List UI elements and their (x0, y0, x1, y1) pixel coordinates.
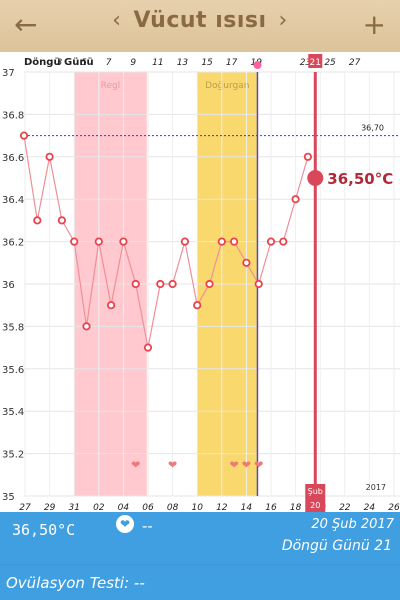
top-axis-bg (0, 52, 400, 72)
data-point (254, 279, 263, 289)
band-label: Doğurgan (205, 81, 249, 91)
bottom-tick-label: 04 (118, 503, 130, 512)
top-tick-label: 17 (226, 58, 238, 68)
info-row: 36,50°C ❤ -- 20 Şub 2017 Döngü Günü 21 (0, 512, 400, 564)
data-point (230, 237, 239, 246)
top-tick-label: 23 (300, 58, 312, 68)
chart-svg: Regl Doğurgan3736.836.636.436.23635.835.6… (0, 52, 400, 513)
data-point (217, 237, 226, 246)
data-point (242, 258, 251, 267)
y-tick-label: 37 (2, 68, 15, 79)
ovulation-row[interactable]: Ovülasyon Testi: -- (0, 566, 400, 600)
top-tick-label: 27 (349, 58, 361, 68)
y-tick-label: 36 (2, 280, 15, 291)
highlight-point (307, 170, 324, 186)
temperature-chart[interactable]: Regl Doğurgan 37 36.8 36.6 36.4 36.2 36 35.8 35.6… (0, 52, 400, 513)
data-point (94, 237, 103, 246)
data-point (180, 237, 189, 246)
bottom-tick-label: 16 (265, 503, 277, 512)
year-label: 2017 (366, 483, 386, 492)
top-tick-label: 13 (177, 58, 189, 68)
data-point (266, 237, 276, 246)
heart-marker: ❤ (254, 458, 263, 471)
selected-bottom-day: 20 (310, 501, 320, 510)
y-tick-label: 36.6 (2, 153, 24, 164)
data-point (279, 237, 288, 246)
chevron-left-icon[interactable]: ‹ (112, 8, 122, 33)
heart-marker: ❤ (229, 458, 238, 471)
selected-top-label: 21 (310, 58, 321, 68)
date-label: 20 Şub 2017 (311, 517, 394, 532)
chevron-right-icon[interactable]: › (278, 8, 288, 33)
bottom-tick-label: 02 (93, 503, 105, 512)
heart-value: -- (142, 517, 153, 535)
y-tick-label: 35.6 (2, 365, 24, 376)
data-point (143, 343, 153, 352)
bottom-tick-label: 24 (364, 503, 376, 512)
heart-marker: ❤ (242, 458, 251, 471)
bottom-tick-label: 12 (216, 503, 228, 512)
app-header: ← ‹ Vücut ısısı › + (0, 0, 400, 53)
cycle-day-label: Döngü Günü 21 (281, 538, 392, 554)
bottom-tick-label: 08 (167, 503, 179, 512)
heart-marker: ❤ (131, 458, 140, 471)
data-point (119, 237, 128, 246)
data-point (131, 279, 140, 289)
selected-bottom-month: Şub (308, 487, 323, 496)
y-tick-label: 36.8 (2, 110, 24, 121)
bottom-tick-label: 27 (19, 503, 31, 512)
heart-icon[interactable]: ❤ (116, 515, 134, 533)
data-point (193, 301, 202, 310)
current-temperature: 36,50°C (12, 521, 76, 539)
bottom-tick-label: 10 (191, 503, 203, 512)
top-tick-label: 7 (106, 58, 112, 68)
bottom-tick-label: 14 (241, 503, 253, 512)
band-label: Regl (101, 81, 121, 91)
data-point (33, 216, 42, 225)
y-tick-label: 35.8 (2, 322, 24, 333)
data-point (291, 195, 300, 204)
bottom-tick-label: 31 (68, 503, 79, 512)
top-tick-label: 3 (57, 58, 63, 68)
bottom-tick-label: 06 (142, 503, 154, 512)
heart-marker: ❤ (168, 458, 177, 471)
bottom-tick-label: 29 (44, 503, 56, 512)
y-tick-label: 36.2 (2, 238, 24, 249)
ovulation-test-label: Ovülasyon Testi: -- (6, 574, 145, 592)
top-tick-label: 11 (152, 58, 163, 68)
bottom-panel: 36,50°C ❤ -- 20 Şub 2017 Döngü Günü 21 O… (0, 512, 400, 600)
arrow-left-icon[interactable]: ← (14, 8, 38, 41)
y-tick-label: 35.2 (2, 450, 24, 461)
data-point (303, 152, 312, 161)
top-tick-label: 9 (130, 58, 136, 68)
top-tick-label: 5 (81, 58, 87, 68)
bottom-tick-label: 26 (388, 503, 400, 512)
bottom-tick-label: 18 (290, 503, 302, 512)
top-axis-label: Döngü Günü (24, 57, 94, 68)
data-point (107, 301, 116, 310)
data-point (57, 216, 67, 225)
plus-icon[interactable]: + (362, 8, 386, 41)
y-tick-label: 35.4 (2, 407, 24, 418)
selected-top-box (308, 54, 323, 68)
data-point (45, 152, 54, 161)
y-tick-label: 36.4 (2, 195, 24, 206)
data-point (70, 237, 79, 246)
data-point (82, 322, 91, 331)
y-tick-label: 35 (2, 492, 15, 503)
top-tick-label: 15 (201, 58, 213, 68)
page-title-bar: ‹ Vücut ısısı › (0, 8, 400, 33)
ovulation-marker (253, 61, 262, 69)
selected-bottom-box (305, 484, 326, 512)
data-point (156, 279, 165, 289)
highlight-label: 36,50°C (327, 170, 393, 188)
data-point (168, 279, 177, 289)
reference-label: 36,70 (361, 124, 384, 133)
bottom-tick-label: 22 (339, 503, 351, 512)
top-tick-label: 25 (324, 58, 336, 68)
page-title: Vücut ısısı (133, 8, 267, 33)
data-point (19, 131, 29, 140)
data-point (205, 279, 214, 289)
